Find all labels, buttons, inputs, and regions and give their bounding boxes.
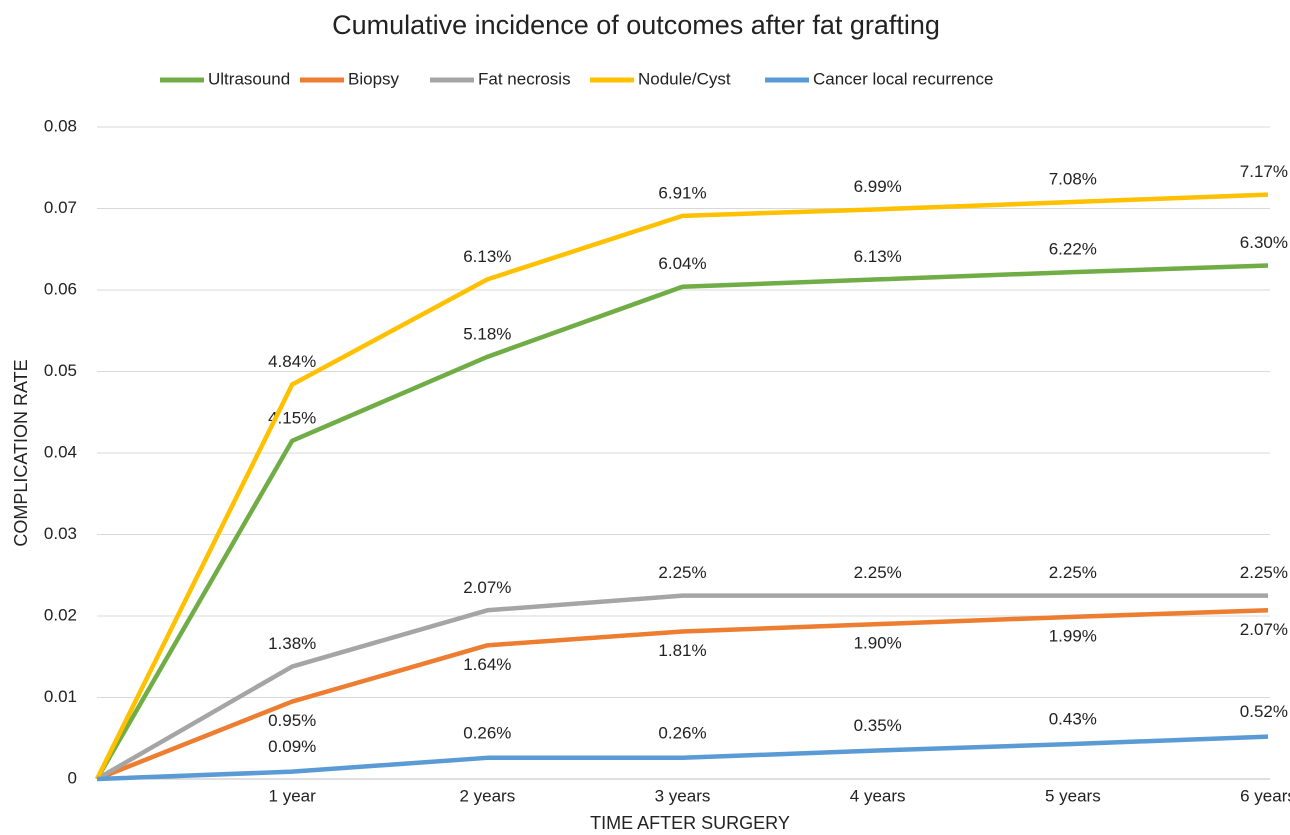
y-tick-label: 0.03 bbox=[44, 524, 77, 543]
series-line bbox=[96, 608, 1269, 782]
x-tick-label: 4 years bbox=[850, 786, 906, 805]
data-label: 1.99% bbox=[1049, 626, 1097, 645]
data-label: 0.95% bbox=[268, 711, 316, 730]
y-tick-label: 0.08 bbox=[44, 116, 77, 135]
x-tick-label: 2 years bbox=[459, 786, 515, 805]
chart-title: Cumulative incidence of outcomes after f… bbox=[332, 10, 940, 40]
series-line bbox=[94, 192, 1269, 780]
data-label: 6.91% bbox=[658, 183, 706, 202]
legend-label: Biopsy bbox=[348, 69, 400, 88]
data-label: 0.35% bbox=[854, 716, 902, 735]
data-label: 6.99% bbox=[854, 177, 902, 196]
x-tick-label: 1 year bbox=[269, 786, 317, 805]
series-line bbox=[95, 593, 1268, 781]
legend-label: Fat necrosis bbox=[478, 69, 571, 88]
data-label: 0.26% bbox=[658, 723, 706, 742]
data-label: 1.64% bbox=[463, 655, 511, 674]
data-label: 0.43% bbox=[1049, 709, 1097, 728]
data-label: 6.13% bbox=[854, 247, 902, 266]
data-label: 2.25% bbox=[658, 563, 706, 582]
y-tick-label: 0.05 bbox=[44, 361, 77, 380]
data-label: 6.22% bbox=[1049, 240, 1097, 259]
y-tick-label: 0.07 bbox=[44, 198, 77, 217]
x-tick-label: 5 years bbox=[1045, 786, 1101, 805]
x-tick-label: 3 years bbox=[655, 786, 711, 805]
y-tick-label: 0.04 bbox=[44, 442, 77, 461]
series-line bbox=[95, 263, 1269, 781]
data-label: 5.18% bbox=[463, 324, 511, 343]
data-label: 7.08% bbox=[1049, 169, 1097, 188]
data-label: 4.84% bbox=[268, 352, 316, 371]
legend-label: Ultrasound bbox=[208, 69, 290, 88]
data-label: 1.38% bbox=[268, 634, 316, 653]
data-label: 6.30% bbox=[1240, 233, 1288, 252]
data-label: 2.07% bbox=[1240, 620, 1288, 639]
y-tick-label: 0.06 bbox=[44, 279, 77, 298]
data-label: 6.13% bbox=[463, 247, 511, 266]
data-label: 1.90% bbox=[854, 634, 902, 653]
data-label: 1.81% bbox=[658, 641, 706, 660]
y-tick-label: 0.02 bbox=[44, 605, 77, 624]
legend-label: Nodule/Cyst bbox=[638, 69, 731, 88]
y-tick-label: 0.01 bbox=[44, 687, 77, 706]
data-label: 2.25% bbox=[854, 563, 902, 582]
data-label: 7.17% bbox=[1240, 162, 1288, 181]
series-line bbox=[96, 734, 1269, 782]
data-label: 2.25% bbox=[1240, 563, 1288, 582]
data-label: 6.04% bbox=[658, 254, 706, 273]
y-tick-label: 0 bbox=[68, 768, 77, 787]
data-label: 0.52% bbox=[1240, 702, 1288, 721]
x-axis-title: TIME AFTER SURGERY bbox=[590, 813, 790, 833]
legend-label: Cancer local recurrence bbox=[813, 69, 993, 88]
data-label: 2.07% bbox=[463, 578, 511, 597]
y-axis-title: COMPLICATION RATE bbox=[11, 359, 31, 546]
data-label: 0.26% bbox=[463, 723, 511, 742]
x-tick-label: 6 years bbox=[1240, 786, 1290, 805]
data-label: 0.09% bbox=[268, 737, 316, 756]
data-label: 2.25% bbox=[1049, 563, 1097, 582]
